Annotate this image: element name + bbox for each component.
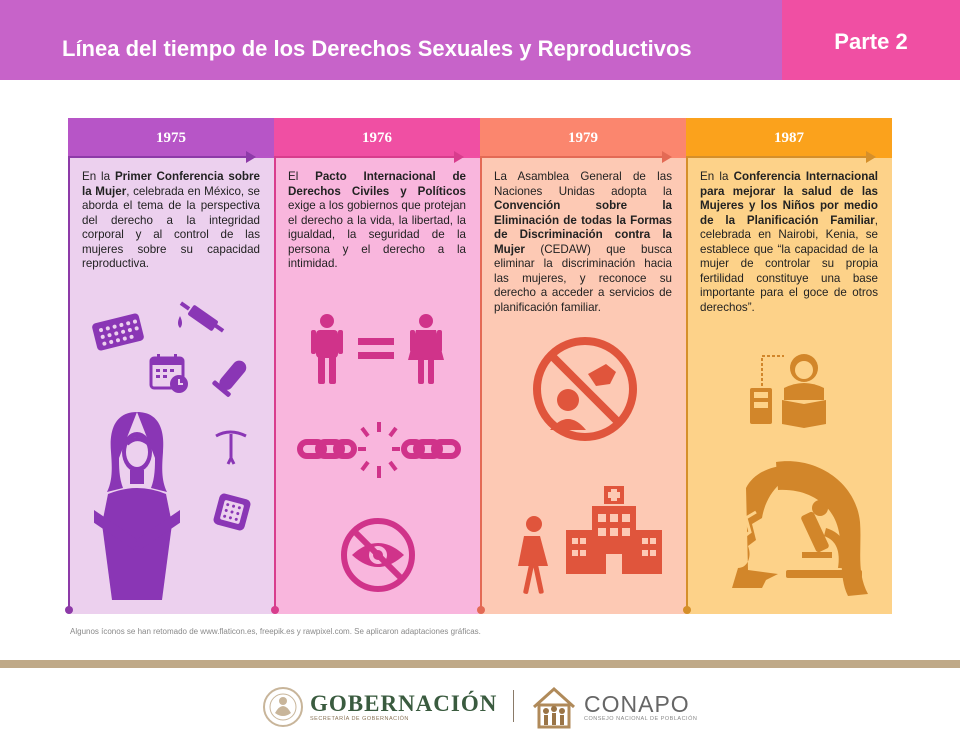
hospital-icon <box>566 486 662 574</box>
gobernacion-subtitle: SECRETARÍA DE GOBERNACIÓN <box>310 716 409 722</box>
contraceptive-pills-icon <box>92 313 144 351</box>
header-bar: Línea del tiempo de los Derechos Sexuale… <box>0 0 960 80</box>
footer-divider <box>0 660 960 668</box>
timeline-column-1976: 1976 El Pacto Internacional de Derechos … <box>271 118 480 614</box>
woman-reading-icon <box>750 354 826 428</box>
timeline-dot <box>683 606 691 614</box>
year-label: 1987 <box>686 118 892 158</box>
gobernacion-logo: GOBERNACIÓN SECRETARÍA DE GOBERNACIÓN <box>262 684 497 730</box>
timeline-column-1979: 1979 La Asamblea General de las Naciones… <box>477 118 686 614</box>
woman-microscope-icon <box>732 461 868 596</box>
logo-separator <box>513 690 514 722</box>
broken-chain-icon <box>297 422 461 478</box>
walking-girl-icon <box>518 516 548 594</box>
timeline-column-1975: 1975 En la Primer Conferencia sobre la M… <box>65 118 274 614</box>
calendar-clock-icon <box>149 354 188 393</box>
woman-crossed-arms-icon <box>94 412 180 600</box>
arrow-icon <box>454 151 464 163</box>
iud-icon <box>215 430 247 465</box>
gobernacion-name: GOBERNACIÓN <box>310 691 498 716</box>
timeline-dot <box>271 606 279 614</box>
contraceptive-patch-icon <box>213 493 251 531</box>
timeline-dot <box>477 606 485 614</box>
arrow-icon <box>866 151 876 163</box>
column-body <box>274 158 480 614</box>
arrow-icon <box>246 151 256 163</box>
year-label: 1975 <box>68 118 274 158</box>
page-title: Línea del tiempo de los Derechos Sexuale… <box>62 36 692 61</box>
man-icon <box>311 314 343 384</box>
timeline-column-1987: 1987 En la Conferencia Internacional par… <box>683 118 892 614</box>
conapo-name: CONAPO <box>584 691 690 717</box>
syringe-icon <box>178 301 225 333</box>
year-label: 1976 <box>274 118 480 158</box>
no-discrimination-icon <box>533 337 637 441</box>
event-description: La Asamblea General de las Naciones Unid… <box>494 170 672 314</box>
timeline-dot <box>65 606 73 614</box>
year-label: 1979 <box>480 118 686 158</box>
image-credit: Algunos íconos se han retomado de www.fl… <box>70 627 481 636</box>
event-description: En la Primer Conferencia sobre la Mujer,… <box>82 170 260 270</box>
arrow-icon <box>662 151 672 163</box>
conapo-logo: CONAPO CONSEJO NACIONAL DE POBLACIÓN <box>530 684 697 730</box>
part-label: Parte 2 <box>782 0 960 80</box>
coat-of-arms-icon <box>263 687 303 727</box>
equals-icon <box>358 338 394 359</box>
event-description: El Pacto Internacional de Derechos Civil… <box>288 170 467 270</box>
event-description: En la Conferencia Internacional para mej… <box>700 170 878 314</box>
conapo-subtitle: CONSEJO NACIONAL DE POBLACIÓN <box>584 716 698 722</box>
house-people-icon <box>532 686 576 729</box>
condom-icon <box>212 360 247 397</box>
woman-icon <box>408 314 444 384</box>
no-eye-icon <box>341 518 415 592</box>
